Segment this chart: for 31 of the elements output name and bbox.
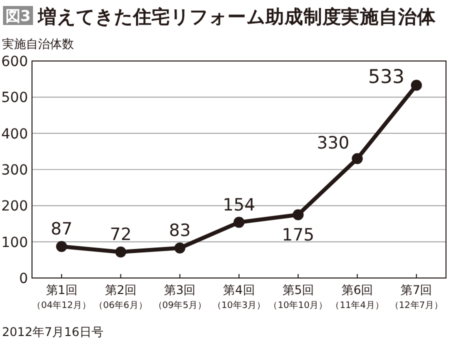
x-tick-label: 第5回（10年10月） <box>268 283 328 311</box>
x-tick-label: 第3回（09年5月） <box>153 283 206 311</box>
data-label: 83 <box>169 220 191 241</box>
point <box>292 209 304 220</box>
y-tick-label: 300 <box>1 162 28 178</box>
data-label: 87 <box>50 220 72 240</box>
x-tick-label: 第7回（12年7月） <box>390 283 444 311</box>
point <box>234 216 244 228</box>
x-tick-label: 第4回（10年3月） <box>212 283 266 311</box>
data-label: 533 <box>368 66 404 88</box>
y-tick-label: 200 <box>1 198 28 215</box>
data-label: 175 <box>282 226 314 246</box>
y-tick-label: 600 <box>1 54 28 70</box>
x-tick-label: 第1回（04年12月） <box>32 283 92 311</box>
point <box>352 153 363 164</box>
y-tick-label: 0 <box>19 271 28 287</box>
point <box>410 80 422 91</box>
data-label: 330 <box>316 134 350 154</box>
point <box>174 242 186 254</box>
point <box>56 241 68 252</box>
x-tick-label: 第6回（11年4月） <box>330 283 384 311</box>
y-axis-title: 実施自治体数 <box>2 37 74 51</box>
y-tick-label: 500 <box>1 90 28 106</box>
text: 2012年7月16日号 <box>2 325 104 339</box>
x-tick-label: 第2回（06年6月） <box>94 283 148 311</box>
data-label: 154 <box>222 195 256 216</box>
y-tick-label: 400 <box>1 126 28 142</box>
point <box>115 246 126 258</box>
chart-title: 図3 増えてきた住宅リフォーム助成制度実施自治体 <box>5 6 437 28</box>
y-tick-label: 100 <box>1 234 28 251</box>
data-label: 72 <box>110 224 132 245</box>
